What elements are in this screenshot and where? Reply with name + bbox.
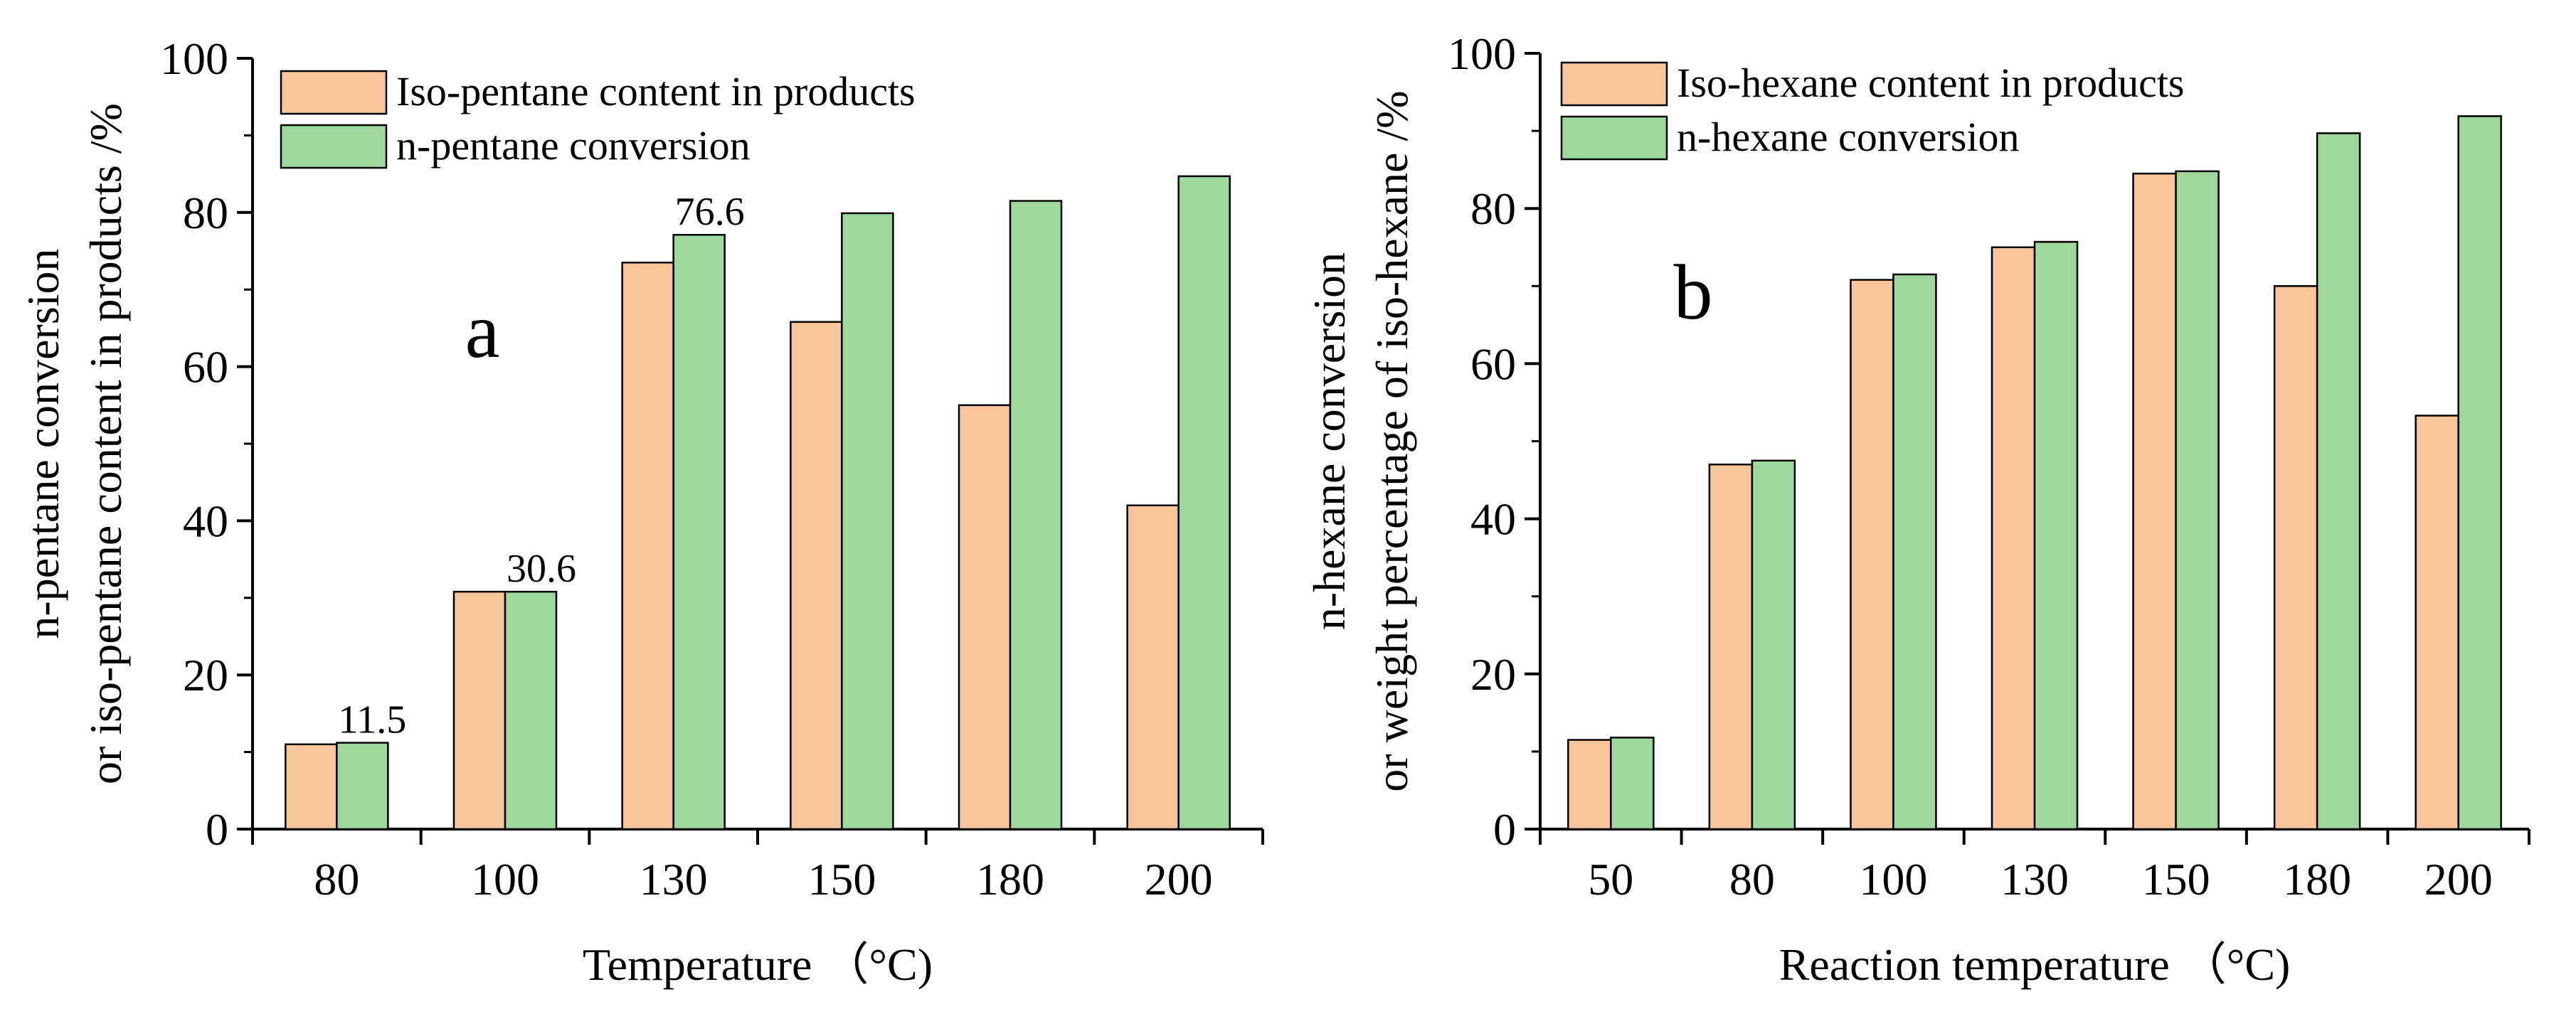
x-axis-title: Temperature （°C)	[583, 939, 933, 990]
legend-swatch	[1560, 61, 1668, 107]
bar-iso	[621, 262, 674, 831]
y-axis-title-line1: n-hexane conversion	[1304, 252, 1355, 630]
x-tick-label: 50	[1588, 854, 1633, 904]
bar-iso	[285, 743, 338, 831]
y-tick-label: 100	[160, 33, 228, 84]
bar-conversion	[1610, 737, 1655, 831]
y-tick-label: 0	[206, 804, 228, 855]
y-tick-label: 20	[183, 650, 228, 700]
bar-conversion	[2316, 132, 2361, 831]
bar-conversion	[2175, 170, 2220, 831]
x-axis-title: Reaction temperature （°C)	[1779, 939, 2291, 990]
bar-iso	[1991, 246, 2036, 831]
legend-label: n-pentane conversion	[396, 122, 751, 169]
bar-conversion	[336, 742, 389, 831]
bar-conversion	[504, 590, 558, 831]
bar-iso	[2132, 172, 2177, 831]
y-tick-label: 60	[1470, 338, 1516, 389]
bar-conversion	[2457, 115, 2502, 831]
legend-label: Iso-pentane content in products	[396, 68, 916, 114]
panel-letter: a	[465, 287, 500, 374]
x-tick-label: 80	[1729, 854, 1775, 904]
bar-conversion	[1177, 175, 1231, 831]
x-tick-label: 130	[640, 854, 708, 904]
x-tick-label: 180	[976, 854, 1044, 904]
chart-panel-a: 0 20 40 60 80 100 80 100 130 150 180 200 11.5 30.6 76.…	[18, 33, 1264, 990]
bar-iso	[958, 404, 1012, 831]
bar-conversion	[841, 212, 894, 831]
bar-conversion	[2033, 240, 2079, 831]
x-tick-label: 200	[2424, 854, 2493, 904]
x-tick-label: 150	[807, 854, 876, 904]
bar-conversion	[1009, 200, 1063, 831]
bar-iso	[790, 321, 843, 831]
x-tick-label: 100	[471, 854, 539, 904]
x-tick-label: 80	[314, 854, 359, 904]
x-tick-label: 100	[1859, 854, 1927, 904]
x-tick-label: 200	[1145, 854, 1213, 904]
bar-conversion	[672, 233, 726, 831]
data-label: 11.5	[338, 698, 406, 742]
bar-iso	[452, 590, 507, 831]
y-tick-label: 0	[1493, 804, 1516, 855]
data-label: 76.6	[675, 190, 745, 234]
x-tick-label: 130	[2000, 854, 2069, 904]
legend-swatch	[280, 70, 388, 115]
legend-swatch	[280, 124, 388, 169]
y-tick-label: 40	[183, 496, 228, 546]
y-tick-label: 40	[1470, 494, 1516, 545]
legend-label: Iso-hexane content in products	[1677, 60, 2185, 106]
panel-letter: b	[1674, 249, 1713, 336]
y-axis-title-line2: or weight percentage of iso-hexane /%	[1367, 90, 1417, 791]
y-axis-title-line2: or iso-pentane content in products /%	[80, 103, 131, 784]
bar-iso	[2415, 415, 2459, 831]
data-label: 30.6	[507, 547, 576, 591]
y-tick-label: 60	[183, 342, 228, 393]
x-tick-label: 180	[2283, 854, 2351, 904]
bar-iso	[1126, 504, 1180, 831]
y-axis-title-line1: n-pentane conversion	[18, 248, 68, 639]
bar-iso	[1850, 279, 1894, 831]
x-tick-label: 150	[2142, 854, 2210, 904]
bar-conversion	[1892, 273, 1937, 831]
y-tick-label: 80	[183, 188, 228, 238]
legend-swatch	[1560, 115, 1668, 161]
bar-iso	[1567, 739, 1612, 831]
y-tick-label: 100	[1448, 28, 1516, 79]
y-tick-label: 20	[1470, 649, 1516, 700]
bar-iso	[1708, 463, 1754, 831]
bar-iso	[2273, 285, 2318, 831]
bar-conversion	[1751, 459, 1796, 831]
legend-label: n-hexane conversion	[1677, 114, 2020, 160]
y-tick-label: 80	[1470, 183, 1516, 234]
chart-panel-b: 0 20 40 60 80 100 50 80 100 130 150 180 200 Iso-hexan…	[1304, 28, 2530, 990]
